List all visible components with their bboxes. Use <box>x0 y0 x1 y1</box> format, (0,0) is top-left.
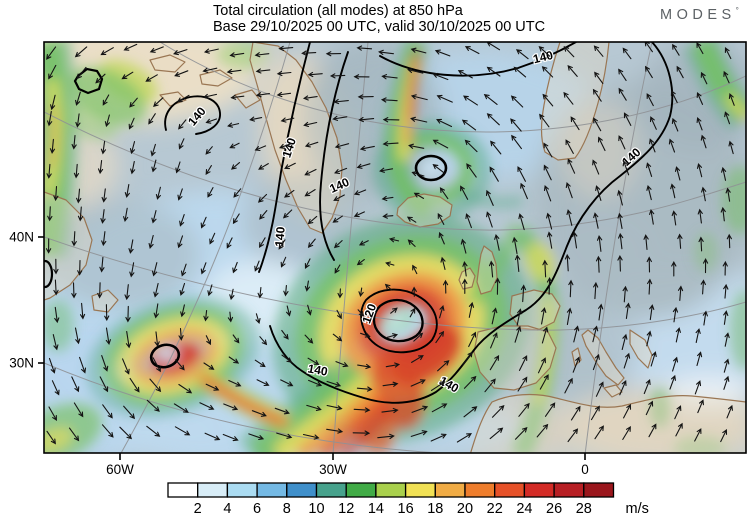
modes-logo-mark: ° <box>735 6 739 15</box>
contour-label: 140 <box>307 361 329 378</box>
colorbar-cell <box>256 482 288 498</box>
wind-arrow-paths <box>45 42 735 445</box>
figure-title: Total circulation (all modes) at 850 hPa <box>213 3 463 19</box>
colorbar-cell <box>523 482 555 498</box>
colorbar-cell <box>345 482 377 498</box>
colorbar-cell <box>226 482 258 498</box>
colorbar-cell <box>315 482 347 498</box>
colorbar-cell <box>434 482 466 498</box>
colorbar-cell <box>286 482 318 498</box>
colorbar-cell <box>404 482 436 498</box>
modes-logo-text: MODES <box>660 6 736 23</box>
colorbar-cell <box>167 482 199 498</box>
isolines <box>44 42 674 404</box>
x-tick-label: 0 <box>581 462 589 477</box>
colorbar-tick-label: 14 <box>368 501 384 516</box>
colorbar-unit-label: m/s <box>626 501 649 516</box>
modes-logo: MODES° <box>660 6 739 23</box>
colorbar-tick-label: 6 <box>253 501 261 516</box>
colorbar-tick-label: 20 <box>457 501 473 516</box>
contour-label: 140 <box>532 48 555 67</box>
wind-speed-bands <box>44 42 746 453</box>
colorbar-cell <box>375 482 407 498</box>
colorbar-tick-label: 10 <box>308 501 324 516</box>
colorbar: 2 4 6 8 10 12 14 16 18 20 22 24 26 28 m/s <box>167 482 649 516</box>
colorbar-tick-label: 12 <box>338 501 354 516</box>
figure-title-block: Total circulation (all modes) at 850 hPa… <box>213 3 545 35</box>
y-tick-label: 30N <box>9 356 34 371</box>
colorbar-tick-label: 22 <box>487 501 503 516</box>
colorbar-cell <box>197 482 229 498</box>
colorbar-tick-label: 8 <box>283 501 291 516</box>
colorbar-tick-label: 4 <box>223 501 231 516</box>
colorbar-cell <box>464 482 496 498</box>
colorbar-tick-label: 16 <box>398 501 414 516</box>
graticule <box>44 42 746 453</box>
colorbar-tick-label: 28 <box>576 501 592 516</box>
map-border <box>43 41 747 454</box>
x-axis: 60W 30W 0 <box>106 453 589 477</box>
colorbar-cell <box>583 482 615 498</box>
colorbar-tick-label: 26 <box>546 501 562 516</box>
colorbar-cell <box>553 482 585 498</box>
colorbar-tick-label: 2 <box>194 501 202 516</box>
colorbar-tick-label: 18 <box>427 501 443 516</box>
y-tick-label: 40N <box>9 230 34 245</box>
figure-subtitle: Base 29/10/2025 00 UTC, valid 30/10/2025… <box>213 19 546 35</box>
x-tick-label: 60W <box>106 462 134 477</box>
y-axis: 40N 30N <box>9 230 44 371</box>
wind-arrows <box>45 42 735 445</box>
colorbar-cell <box>494 482 526 498</box>
colorbar-tick-label: 24 <box>516 501 532 516</box>
x-tick-label: 30W <box>319 462 347 477</box>
